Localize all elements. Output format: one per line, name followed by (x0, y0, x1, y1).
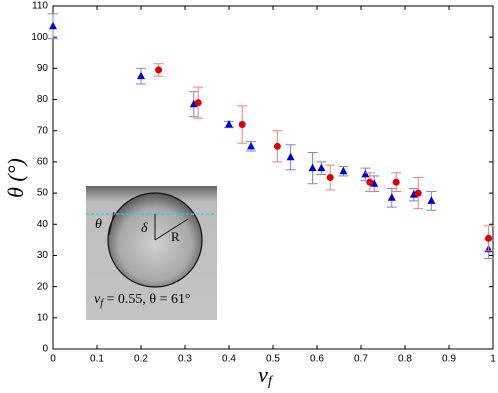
inset-theta: θ (95, 217, 102, 232)
point (387, 193, 396, 201)
point (308, 163, 317, 172)
point (485, 234, 493, 242)
inset-radius: R (171, 229, 180, 244)
caption-rest: = 0.55, θ = 61° (103, 292, 191, 307)
x-tick-label: 0.2 (134, 354, 148, 365)
point (427, 196, 436, 204)
x-tick-label: 1 (490, 354, 496, 365)
y-tick-label: 90 (37, 63, 49, 74)
y-tick-label: 70 (37, 125, 49, 136)
inset-photo: θ δ R vf = 0.55, θ = 61° (86, 186, 217, 320)
x-axis-label: vf (258, 362, 274, 388)
point (409, 190, 418, 198)
point (392, 178, 400, 186)
point (273, 142, 281, 150)
caption-var: v (94, 292, 101, 307)
point (189, 99, 198, 108)
inset-delta: δ (141, 221, 148, 236)
y-tick-label: 10 (37, 312, 49, 323)
point (194, 99, 202, 107)
caption-sub: f (100, 298, 104, 309)
point (366, 178, 374, 186)
inset-caption: vf = 0.55, θ = 61° (94, 292, 191, 309)
x-tick-label: 0.1 (90, 354, 104, 365)
y-tick-label: 110 (32, 1, 48, 12)
point (339, 166, 348, 175)
point (361, 169, 370, 178)
x-tick-label: 0.4 (222, 354, 236, 365)
x-tick-label: 0.8 (398, 354, 412, 365)
x-tick-label: 0.9 (442, 354, 456, 365)
y-axis-label: θ (°) (3, 158, 28, 198)
point (225, 119, 233, 128)
point (49, 21, 57, 30)
y-tick-label: 20 (37, 281, 49, 292)
x-tick-label: 0 (50, 354, 56, 365)
y-tick-label: 100 (31, 32, 48, 43)
y-tick-label: 50 (37, 188, 49, 199)
x-tick-label: 0.5 (266, 354, 280, 365)
y-tick-label: 40 (37, 219, 49, 230)
point (370, 179, 379, 187)
point (326, 174, 334, 181)
point (414, 189, 422, 197)
y-tick-label: 0 (42, 344, 48, 355)
y-tick-label: 60 (37, 157, 49, 168)
point (238, 120, 246, 128)
point (247, 141, 255, 150)
y-tick-label: 30 (37, 250, 49, 261)
point (286, 152, 295, 161)
point (155, 66, 163, 74)
xlabel-var: v (258, 362, 268, 387)
point (137, 71, 145, 80)
x-tick-label: 0.3 (178, 354, 192, 365)
x-tick-label: 0.7 (354, 354, 368, 365)
point (317, 163, 326, 172)
x-tick-label: 0.6 (310, 354, 324, 365)
y-tick-label: 80 (37, 94, 49, 105)
xlabel-sub: f (268, 374, 274, 388)
